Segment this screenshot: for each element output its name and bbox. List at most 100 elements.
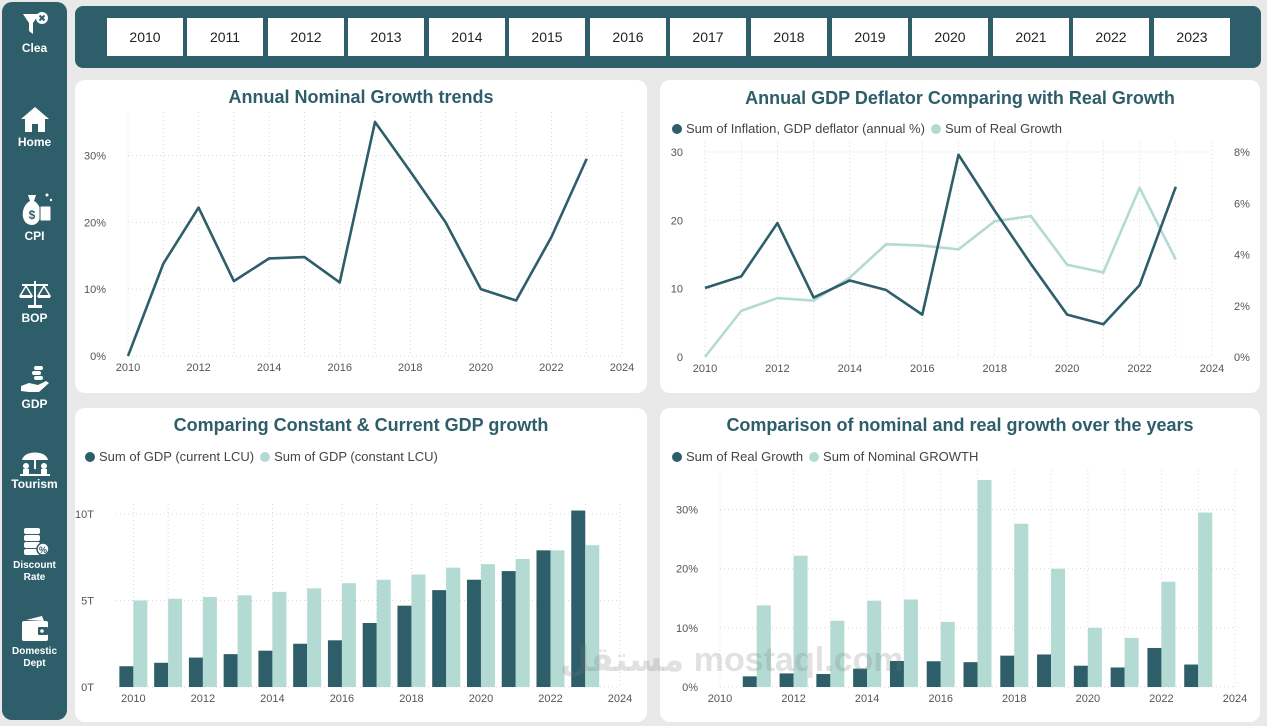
year-button-2023[interactable]: 2023 bbox=[1153, 17, 1231, 57]
nav-discount-rate[interactable]: % Discount Rate bbox=[2, 526, 67, 584]
bar-nominal-2014 bbox=[867, 600, 882, 687]
x-tick-label: 2016 bbox=[327, 362, 351, 374]
chart-nominal-growth: 2010 2012 2014 2016 2018 2020 2022 2024 0% 10% 20%… bbox=[84, 112, 634, 374]
year-button-2021[interactable]: 2021 bbox=[992, 17, 1070, 57]
x-tick-label: 2012 bbox=[781, 693, 805, 705]
year-button-2020[interactable]: 2020 bbox=[911, 17, 989, 57]
year-button-2014[interactable]: 2014 bbox=[428, 17, 506, 57]
nav-gdp[interactable]: GDP bbox=[2, 364, 67, 410]
legend-item-constant[interactable]: Sum of GDP (constant LCU) bbox=[260, 449, 438, 464]
bar-nominal-2019 bbox=[1051, 568, 1066, 687]
y2-tick-label: 2% bbox=[1234, 301, 1250, 313]
year-button-2017[interactable]: 2017 bbox=[669, 17, 747, 57]
svg-text:%: % bbox=[38, 545, 46, 555]
bar-current-2019 bbox=[432, 590, 447, 687]
y2-tick-label: 0% bbox=[1234, 352, 1250, 364]
year-button-2011[interactable]: 2011 bbox=[186, 17, 264, 57]
bar-current-2018 bbox=[397, 605, 412, 687]
bar-constant-2015 bbox=[307, 588, 322, 687]
legend-item-current[interactable]: Sum of GDP (current LCU) bbox=[85, 449, 254, 464]
bar-constant-2012 bbox=[202, 597, 217, 687]
nav-domestic-label-1: Domestic bbox=[11, 646, 57, 657]
x-tick-label: 2010 bbox=[121, 693, 145, 705]
year-slicer: 2010 2011 2012 2013 2014 2015 2016 2017 … bbox=[75, 6, 1261, 68]
bar-real-2014 bbox=[853, 668, 868, 687]
wallet-icon bbox=[21, 616, 48, 641]
year-button-2012[interactable]: 2012 bbox=[267, 17, 345, 57]
year-button-2010[interactable]: 2010 bbox=[106, 17, 184, 57]
year-button-2015[interactable]: 2015 bbox=[508, 17, 586, 57]
scales-icon bbox=[18, 281, 51, 308]
bar-constant-2018 bbox=[411, 574, 426, 687]
bar-real-2020 bbox=[1073, 665, 1088, 687]
bar-constant-2021 bbox=[515, 558, 530, 687]
nav-domestic-label-2: Dept bbox=[23, 658, 46, 669]
bar-constant-2022 bbox=[550, 550, 565, 687]
year-button-2022[interactable]: 2022 bbox=[1072, 17, 1150, 57]
bar-real-2023 bbox=[1184, 664, 1199, 687]
series-line-real-growth bbox=[703, 186, 1177, 358]
chart-deflator: 2010 2012 2014 2016 2018 2020 2022 2024 0 10 20 30 0… bbox=[671, 142, 1250, 375]
clear-filters-button[interactable]: Clea bbox=[2, 10, 67, 54]
nav-domestic-dept[interactable]: Domestic Dept bbox=[2, 614, 67, 670]
chart-title-comparison: Comparison of nominal and real growth ov… bbox=[726, 415, 1194, 435]
y-tick-label: 10 bbox=[671, 284, 683, 296]
x-tick-label: 2012 bbox=[186, 362, 210, 374]
nav-home[interactable]: Home bbox=[2, 104, 67, 148]
x-tick-label: 2010 bbox=[693, 363, 717, 375]
nav-home-label: Home bbox=[17, 135, 52, 149]
nav-tourism[interactable]: Tourism bbox=[2, 448, 67, 490]
nav-cpi[interactable]: $ CPI bbox=[2, 192, 67, 242]
bar-current-2014 bbox=[258, 650, 273, 687]
x-tick-label: 2018 bbox=[399, 693, 423, 705]
bar-nominal-2012 bbox=[793, 555, 808, 687]
y-tick-label: 0% bbox=[682, 682, 698, 694]
nav-gdp-label: GDP bbox=[21, 397, 48, 411]
bar-nominal-2011 bbox=[756, 605, 771, 687]
legend-item-real[interactable]: Sum of Real Growth bbox=[930, 121, 1062, 136]
legend-constant: Sum of GDP (current LCU) Sum of GDP (con… bbox=[85, 449, 444, 464]
bar-current-2023 bbox=[571, 510, 586, 687]
year-button-2016[interactable]: 2016 bbox=[589, 17, 667, 57]
bar-real-2015 bbox=[889, 660, 904, 687]
chart-title-deflator: Annual GDP Deflator Comparing with Real … bbox=[745, 88, 1175, 108]
y-tick-label: 30% bbox=[676, 505, 698, 517]
legend-deflator: Sum of Inflation, GDP deflator (annual %… bbox=[672, 121, 1068, 136]
y2-tick-label: 6% bbox=[1234, 198, 1250, 210]
year-button-2018[interactable]: 2018 bbox=[750, 17, 828, 57]
x-tick-label: 2016 bbox=[910, 363, 934, 375]
chart-constant-current: 2010 2012 2014 2016 2018 2020 2022 2024 0T 5T 10T bbox=[75, 504, 632, 705]
panel-comparison: Comparison of nominal and real growth ov… bbox=[660, 408, 1260, 722]
legend-dot-light bbox=[930, 123, 941, 134]
clear-label: Clea bbox=[21, 41, 48, 55]
legend-label-real: Sum of Real Growth bbox=[944, 121, 1062, 136]
nav-bop[interactable]: BOP bbox=[2, 278, 67, 324]
legend-label-inflation: Sum of Inflation, GDP deflator (annual %… bbox=[686, 121, 925, 136]
bar-nominal-2022 bbox=[1161, 581, 1176, 687]
year-button-2013[interactable]: 2013 bbox=[347, 17, 425, 57]
bar-constant-2019 bbox=[446, 567, 461, 687]
tourism-icon bbox=[19, 452, 50, 476]
legend-item-nominal-growth[interactable]: Sum of Nominal GROWTH bbox=[809, 449, 978, 464]
x-tick-label: 2022 bbox=[1149, 693, 1173, 705]
legend-item-inflation[interactable]: Sum of Inflation, GDP deflator (annual %… bbox=[672, 121, 925, 136]
x-tick-label: 2012 bbox=[765, 363, 789, 375]
x-tick-label: 2016 bbox=[928, 693, 952, 705]
x-tick-label: 2018 bbox=[1002, 693, 1026, 705]
money-bag-icon: $ bbox=[22, 193, 52, 225]
y-tick-label: 30% bbox=[84, 150, 106, 162]
bar-real-2012 bbox=[779, 673, 794, 687]
y-tick-label: 30 bbox=[671, 147, 683, 159]
chart-title-constant: Comparing Constant & Current GDP growth bbox=[173, 415, 549, 435]
legend-item-real-growth[interactable]: Sum of Real Growth bbox=[672, 449, 803, 464]
bar-real-2013 bbox=[816, 673, 831, 687]
coins-percent-icon: % bbox=[23, 528, 50, 556]
legend-dot-dark bbox=[672, 451, 682, 462]
nav-discount-label-1: Discount bbox=[13, 560, 56, 571]
bar-nominal-2017 bbox=[977, 480, 992, 687]
y-tick-label: 20% bbox=[676, 564, 698, 576]
bar-constant-2013 bbox=[237, 595, 252, 687]
y-tick-label: 0 bbox=[677, 352, 683, 364]
year-button-2019[interactable]: 2019 bbox=[831, 17, 909, 57]
x-tick-label: 2024 bbox=[1223, 693, 1247, 705]
